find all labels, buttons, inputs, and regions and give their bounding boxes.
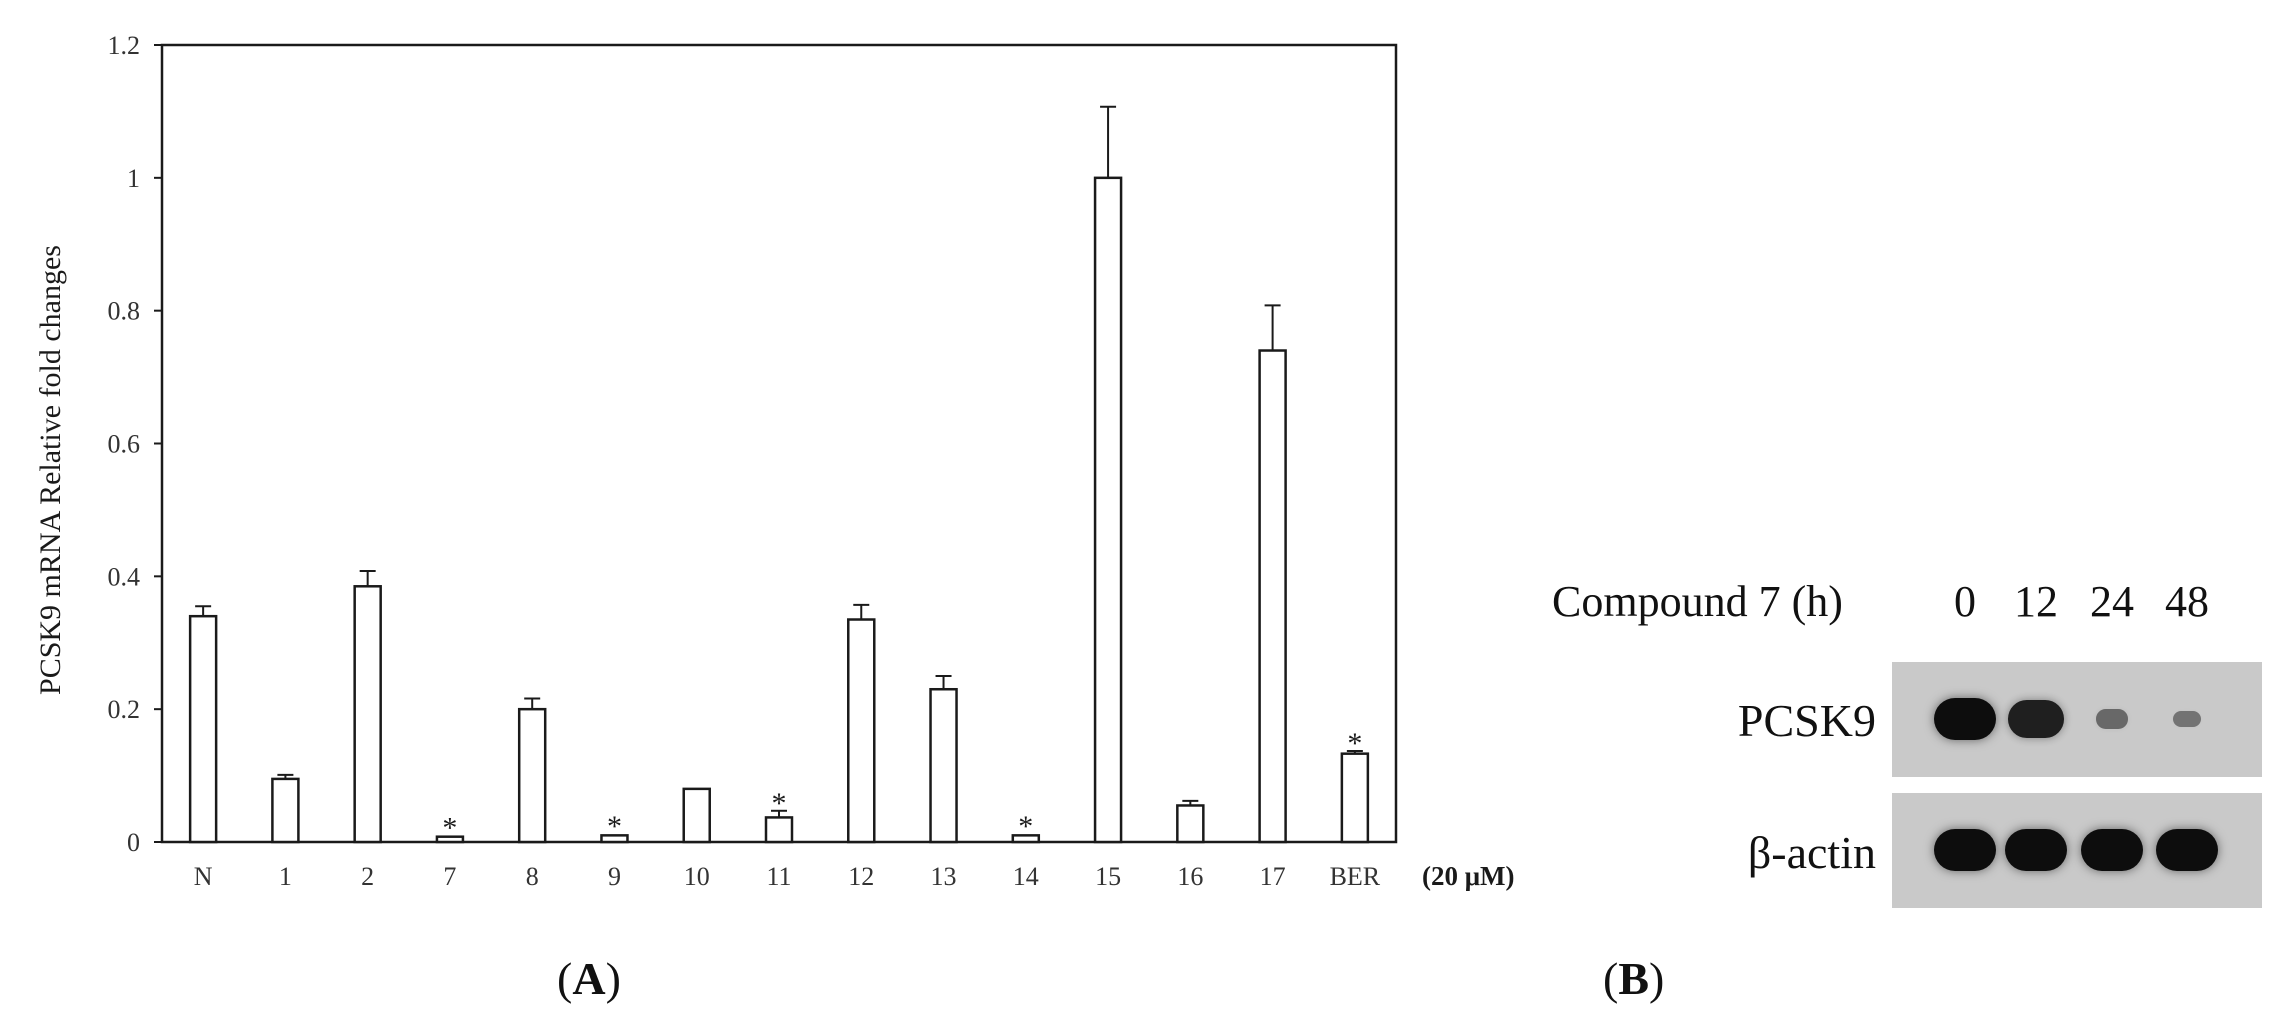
panel-a-caption: (A) [557, 952, 621, 1005]
blot-strip-beta-actin [1892, 793, 2262, 908]
x-tick-label-16: 16 [1177, 862, 1203, 891]
significance-marker-14: * [1018, 810, 1033, 843]
panel-a-caption-open: ( [557, 953, 573, 1004]
y-tick-label-6: 1.2 [108, 31, 141, 60]
y-tick-label-4: 0.8 [108, 297, 141, 326]
bar-16 [1176, 804, 1205, 844]
bar-15 [1093, 176, 1123, 844]
bar-17 [1258, 349, 1287, 844]
significance-marker-9: * [607, 810, 622, 843]
x-tick-label-N: N [194, 862, 213, 891]
blot-lane-label-12: 12 [2014, 577, 2058, 626]
panel-b-caption-open: ( [1603, 953, 1619, 1004]
band-pcsk9-24 [2096, 709, 2128, 729]
y-tick-label-1: 0.2 [108, 695, 141, 724]
panel-a-caption-close: ) [605, 953, 621, 1004]
bar-11 [764, 816, 794, 844]
panel-b-caption: (B) [1603, 952, 1664, 1005]
x-tick-label-7: 7 [443, 862, 456, 891]
x-tick-label-9: 9 [608, 862, 621, 891]
x-tick-label-1: 1 [279, 862, 292, 891]
band-beta-actin-12 [2005, 829, 2067, 871]
panel-b-caption-letter: B [1618, 953, 1650, 1004]
blot-lane-label-24: 24 [2090, 577, 2134, 626]
bar-2 [353, 585, 382, 844]
bar-1 [271, 777, 300, 844]
x-tick-label-BER: BER [1330, 862, 1381, 891]
significance-marker-7: * [442, 811, 457, 844]
bar-13 [929, 687, 958, 844]
x-tick-label-13: 13 [931, 862, 957, 891]
bar-12 [847, 618, 876, 844]
x-tick-label-12: 12 [848, 862, 874, 891]
chart-axes: 00.20.40.60.811.2N 1 2 7 8 9 10 11 12 13 14 15 16 17 B… [108, 31, 1398, 891]
x-tick-label-15: 15 [1095, 862, 1121, 891]
band-pcsk9-48 [2173, 710, 2201, 728]
significance-marker-BER: * [1347, 727, 1362, 760]
bar-10 [682, 787, 711, 844]
blot-lane-label-48: 48 [2165, 577, 2209, 626]
plot-frame [160, 43, 1398, 844]
x-tick-label-17: 17 [1260, 862, 1286, 891]
blot-row-label-pcsk9: PCSK9 [1737, 695, 1876, 746]
bar-N [188, 614, 218, 844]
bar-chart-a: 00.20.40.60.811.2N 1 2 7 8 9 10 11 12 13 14 15 16 17 B… [34, 31, 1515, 891]
y-tick-label-0: 0 [127, 828, 140, 857]
bar-8 [517, 707, 547, 844]
band-pcsk9-0 [1934, 698, 1996, 740]
band-pcsk9-12 [2008, 700, 2064, 738]
x-tick-label-10: 10 [684, 862, 710, 891]
x-tick-label-8: 8 [526, 862, 539, 891]
y-axis-label: PCSK9 mRNA Relative fold changes [34, 245, 67, 695]
bar-7 [435, 835, 465, 844]
y-tick-label-2: 0.4 [108, 562, 141, 591]
blot-strip-pcsk9 [1892, 662, 2262, 777]
band-beta-actin-48 [2156, 829, 2218, 871]
y-tick-label-5: 1 [127, 164, 140, 193]
x-tick-label-11: 11 [766, 862, 791, 891]
panel-a-caption-letter: A [572, 953, 606, 1004]
x-tick-label-2: 2 [361, 862, 374, 891]
bar-9 [600, 834, 629, 844]
blot-header-label: Compound 7 (h) [1552, 577, 1843, 626]
blot-row-label-beta-actin: β-actin [1747, 827, 1876, 878]
blot-lane-label-0: 0 [1954, 577, 1976, 626]
x-tick-label-14: 14 [1013, 862, 1039, 891]
bar-14 [1011, 834, 1041, 844]
y-tick-label-3: 0.6 [108, 430, 141, 459]
bar-BER [1340, 752, 1370, 844]
chart-bars: * * * * * [188, 105, 1370, 844]
band-beta-actin-0 [1934, 829, 1996, 871]
unit-note: (20 μM) [1422, 861, 1515, 891]
band-beta-actin-24 [2081, 829, 2143, 871]
panel-b-caption-close: ) [1649, 953, 1665, 1004]
significance-marker-11: * [772, 787, 787, 820]
